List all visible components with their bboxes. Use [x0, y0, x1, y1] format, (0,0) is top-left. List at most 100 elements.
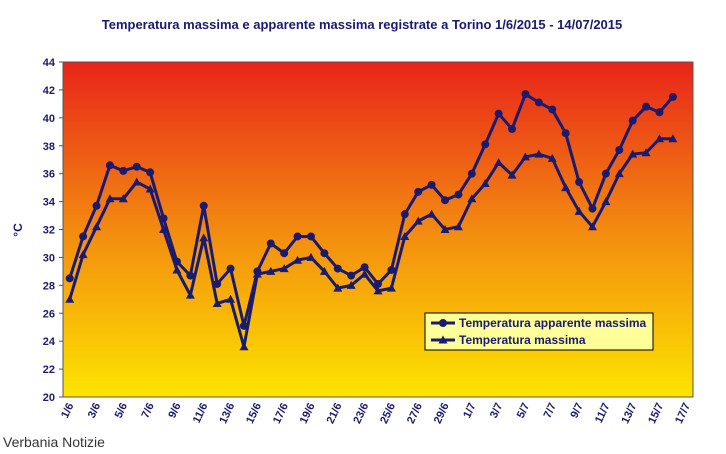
x-tick-label: 17/6 — [271, 401, 291, 425]
data-point — [642, 102, 651, 111]
data-point — [280, 249, 289, 258]
data-point — [507, 170, 517, 179]
data-point — [454, 190, 463, 199]
data-point — [601, 197, 611, 206]
y-tick-label: 20 — [43, 392, 55, 404]
data-point — [172, 265, 182, 274]
data-point — [145, 184, 155, 193]
y-tick-label: 32 — [43, 225, 55, 237]
data-point — [159, 225, 169, 233]
data-point — [373, 286, 383, 295]
data-point — [199, 233, 209, 242]
data-point — [628, 149, 638, 158]
data-point — [360, 263, 369, 272]
x-tick-label: 15/6 — [244, 401, 264, 425]
data-point — [146, 168, 155, 177]
data-point — [440, 225, 450, 233]
data-point — [574, 206, 584, 215]
legend-label: Temperatura apparente massima — [459, 316, 647, 330]
data-point — [65, 294, 75, 303]
data-point — [320, 249, 329, 258]
data-point — [614, 169, 624, 178]
data-point — [185, 290, 195, 299]
data-point — [494, 158, 504, 166]
x-tick-label: 27/6 — [405, 401, 425, 425]
data-point — [132, 162, 141, 171]
x-tick-label: 17/7 — [673, 401, 693, 425]
legend-label: Temperatura massima — [459, 333, 586, 347]
x-tick-label: 7/7 — [542, 401, 559, 420]
data-point — [414, 187, 423, 196]
y-tick-label: 34 — [43, 197, 56, 209]
data-point — [132, 177, 142, 186]
data-point — [628, 116, 637, 125]
data-point — [105, 161, 114, 170]
x-tick-label: 7/6 — [140, 401, 157, 420]
data-point — [333, 283, 343, 292]
x-tick-label: 3/6 — [86, 401, 103, 420]
y-tick-label: 22 — [43, 364, 55, 376]
data-point — [427, 180, 436, 189]
data-point — [226, 264, 235, 273]
data-point — [78, 250, 88, 259]
x-tick-label: 1/7 — [461, 401, 478, 420]
data-point — [213, 279, 222, 288]
data-point — [266, 266, 276, 275]
data-point — [521, 90, 530, 99]
data-point — [360, 269, 370, 278]
data-point — [601, 169, 610, 178]
data-point — [413, 216, 423, 225]
data-point — [467, 169, 476, 178]
data-point — [575, 178, 584, 187]
data-point — [347, 271, 356, 280]
watermark: Verbania Notizie — [3, 434, 105, 450]
data-point — [212, 298, 222, 307]
x-tick-label: 5/7 — [515, 401, 532, 420]
data-point — [92, 201, 101, 210]
y-tick-label: 40 — [43, 113, 55, 125]
data-point — [65, 274, 74, 283]
data-point — [641, 148, 651, 157]
series-line — [68, 91, 675, 327]
data-point — [186, 271, 195, 280]
legend — [424, 312, 654, 351]
data-point — [306, 232, 315, 241]
data-point — [279, 264, 289, 273]
data-point — [561, 129, 570, 138]
x-tick-label: 29/6 — [432, 401, 452, 425]
y-tick-label: 30 — [43, 252, 55, 264]
data-point — [105, 194, 115, 203]
data-point — [346, 280, 356, 289]
y-tick-label: 36 — [43, 169, 55, 181]
data-point — [453, 222, 463, 231]
data-point — [79, 232, 88, 241]
data-point — [655, 108, 664, 117]
data-point — [588, 204, 597, 213]
data-point — [239, 342, 249, 351]
data-point — [654, 134, 664, 143]
data-point — [520, 152, 530, 161]
data-point — [226, 294, 236, 303]
y-tick-label: 38 — [43, 141, 55, 153]
data-point — [587, 222, 597, 231]
data-point — [668, 92, 677, 101]
x-tick-label: 21/6 — [325, 401, 345, 425]
data-point — [547, 153, 557, 162]
y-tick-label: 28 — [43, 280, 55, 292]
data-point — [467, 194, 477, 203]
data-point — [306, 252, 316, 261]
data-point — [480, 178, 490, 187]
x-tick-label: 9/6 — [166, 401, 183, 420]
y-axis-label: °C — [11, 223, 25, 237]
data-point — [534, 149, 544, 158]
data-point — [615, 145, 624, 154]
data-point — [561, 183, 571, 192]
x-tick-label: 5/6 — [113, 401, 130, 420]
data-point — [119, 166, 128, 175]
data-point — [92, 222, 102, 231]
y-tick-label: 26 — [43, 308, 55, 320]
x-tick-label: 15/7 — [646, 401, 666, 425]
data-point — [400, 231, 410, 240]
data-point — [333, 264, 342, 273]
